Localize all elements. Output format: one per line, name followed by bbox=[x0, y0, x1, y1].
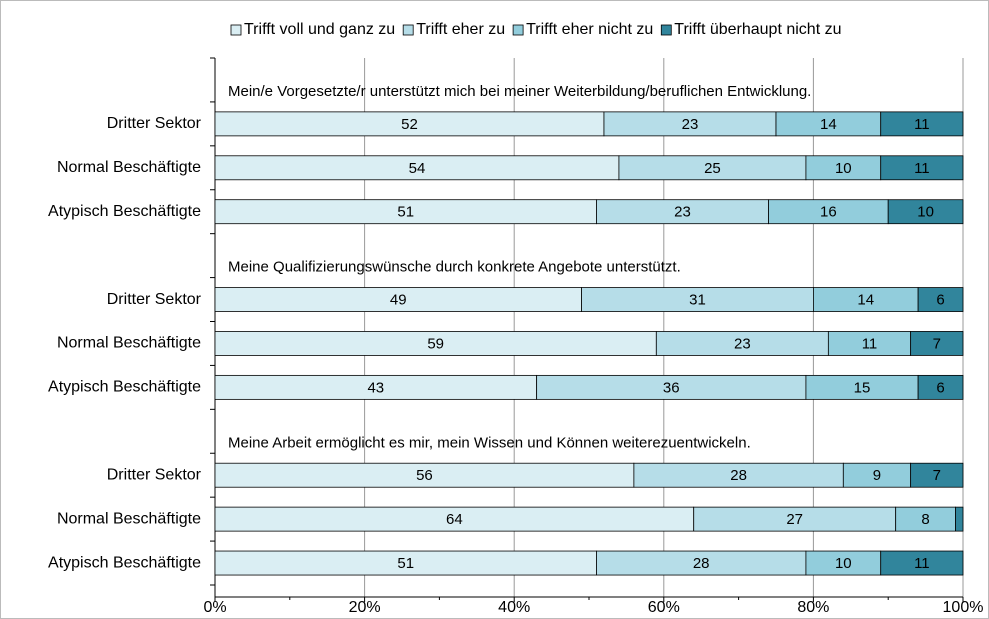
group-title: Meine Arbeit ermöglicht es mir, mein Wis… bbox=[228, 434, 751, 451]
bar-segment bbox=[775, 111, 882, 137]
data-label: 7 bbox=[933, 467, 941, 484]
x-tick-label: 80% bbox=[797, 599, 829, 616]
data-label: 11 bbox=[914, 555, 930, 572]
data-label: 14 bbox=[820, 116, 837, 133]
y-tick-label: Atypisch Beschäftigte bbox=[48, 554, 201, 571]
bar-segment bbox=[214, 111, 605, 137]
bar-segment bbox=[955, 506, 964, 532]
bar-segment bbox=[887, 199, 964, 225]
x-tick-label: 40% bbox=[498, 599, 530, 616]
data-label: 64 bbox=[446, 511, 463, 528]
data-label: 11 bbox=[914, 116, 930, 133]
legend-swatch bbox=[402, 24, 414, 36]
legend-label: Trifft überhaupt nicht zu bbox=[674, 21, 841, 38]
y-tick-label: Normal Beschäftigte bbox=[57, 510, 201, 527]
data-label: 6 bbox=[936, 379, 944, 396]
bar-segment bbox=[895, 506, 956, 532]
x-tick-label: 20% bbox=[349, 599, 381, 616]
data-label: 16 bbox=[820, 204, 837, 221]
data-label: 11 bbox=[914, 160, 930, 177]
y-tick-label: Normal Beschäftigte bbox=[57, 335, 201, 352]
data-label: 51 bbox=[397, 204, 414, 221]
data-label: 11 bbox=[862, 335, 878, 352]
bar-segment bbox=[880, 155, 964, 181]
data-label: 43 bbox=[367, 379, 384, 396]
bar-segment bbox=[827, 331, 912, 356]
y-tick-label: Atypisch Beschäftigte bbox=[48, 203, 201, 220]
data-label: 15 bbox=[854, 379, 871, 396]
data-label: 28 bbox=[730, 467, 747, 484]
data-label: 25 bbox=[704, 160, 721, 177]
bar-segment bbox=[581, 287, 814, 312]
legend-label: Trifft eher nicht zu bbox=[526, 21, 653, 38]
bar-segment bbox=[805, 550, 882, 576]
legend-swatch bbox=[230, 24, 242, 36]
x-tick-label: 0% bbox=[203, 599, 226, 616]
bar-segment bbox=[214, 155, 620, 181]
bar-segment bbox=[880, 550, 964, 576]
group-title: Mein/e Vorgesetzte/r unterstützt mich be… bbox=[228, 83, 811, 100]
bar-segment bbox=[917, 374, 964, 400]
bar-segment bbox=[214, 331, 657, 356]
data-label: 10 bbox=[835, 160, 852, 177]
bar-segment bbox=[618, 155, 807, 181]
y-tick-label: Atypisch Beschäftigte bbox=[48, 379, 201, 396]
y-tick-label: Normal Beschäftigte bbox=[57, 159, 201, 176]
y-tick-label: Dritter Sektor bbox=[107, 115, 202, 132]
x-tick-label: 100% bbox=[943, 599, 984, 616]
legend-swatch bbox=[512, 24, 524, 36]
bar-segment bbox=[910, 331, 964, 356]
legend-label: Trifft voll und ganz zu bbox=[244, 21, 395, 38]
legend-label: Trifft eher zu bbox=[416, 21, 505, 38]
x-tick-label: 60% bbox=[648, 599, 680, 616]
bar-segment bbox=[214, 462, 635, 488]
data-label: 51 bbox=[397, 555, 414, 572]
bar-segment bbox=[693, 506, 897, 532]
bar-segment bbox=[214, 506, 695, 532]
data-label: 7 bbox=[933, 335, 941, 352]
bar-segment bbox=[805, 155, 882, 181]
group-title: Meine Qualifizierungswünsche durch konkr… bbox=[228, 259, 681, 276]
data-label: 56 bbox=[416, 467, 433, 484]
bar-segment bbox=[880, 111, 964, 137]
bar-segment bbox=[910, 462, 964, 488]
bar-segment bbox=[536, 374, 807, 400]
bar-segment bbox=[214, 374, 538, 400]
data-label: 23 bbox=[674, 204, 691, 221]
data-label: 9 bbox=[873, 467, 881, 484]
data-label: 10 bbox=[917, 204, 934, 221]
data-label: 28 bbox=[693, 555, 710, 572]
data-label: 23 bbox=[734, 335, 751, 352]
bar-segment bbox=[768, 199, 889, 225]
bar-segment bbox=[917, 287, 964, 312]
bar-segment bbox=[805, 374, 919, 400]
data-label: 31 bbox=[689, 292, 706, 309]
data-label: 54 bbox=[409, 160, 426, 177]
bar-segment bbox=[596, 550, 807, 576]
data-label: 36 bbox=[663, 379, 680, 396]
data-label: 27 bbox=[786, 511, 803, 528]
data-label: 59 bbox=[427, 335, 444, 352]
bar-segment bbox=[603, 111, 777, 137]
data-label: 14 bbox=[857, 292, 874, 309]
data-label: 8 bbox=[921, 511, 929, 528]
bar-segment bbox=[596, 199, 769, 225]
data-label: 52 bbox=[401, 116, 418, 133]
data-label: 23 bbox=[682, 116, 699, 133]
legend-swatch bbox=[660, 24, 672, 36]
y-tick-label: Dritter Sektor bbox=[107, 291, 202, 308]
data-label: 6 bbox=[936, 292, 944, 309]
y-tick-label: Dritter Sektor bbox=[107, 466, 202, 483]
data-label: 10 bbox=[835, 555, 852, 572]
bar-segment bbox=[633, 462, 844, 488]
data-label: 49 bbox=[390, 292, 407, 309]
